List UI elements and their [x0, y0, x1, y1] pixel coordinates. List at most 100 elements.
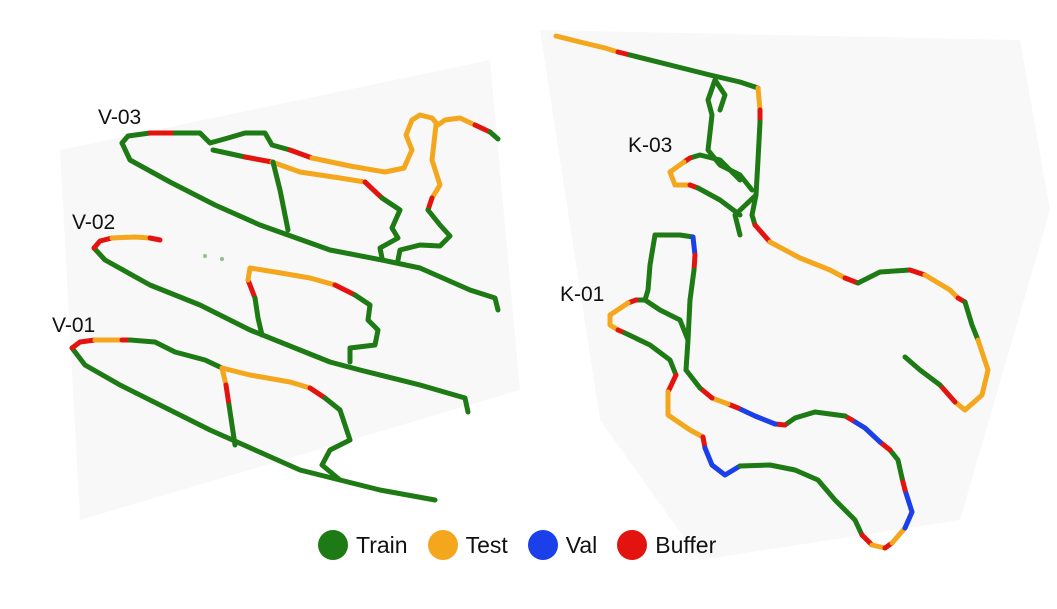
track-test: [755, 85, 763, 113]
track-train: [887, 447, 905, 481]
route-k03: [553, 33, 991, 413]
test-swatch: [427, 530, 458, 560]
route-label-v01: V-01: [52, 314, 95, 337]
legend-item-val: Val: [527, 530, 598, 560]
legend: Train Test Val Buffer: [318, 530, 736, 560]
track-val: [735, 405, 778, 427]
track-val: [702, 445, 743, 478]
track-test: [767, 239, 848, 281]
track-train: [622, 330, 679, 378]
track-test: [219, 365, 313, 391]
track-buffer: [287, 147, 315, 161]
legend-label-buffer: Buffer: [655, 531, 717, 558]
track-train: [732, 192, 759, 238]
track-buffer: [937, 382, 958, 405]
track-train: [962, 299, 981, 343]
track-train: [782, 409, 848, 428]
legend-item-test: Test: [427, 530, 508, 560]
track-train: [855, 267, 913, 286]
track-buffer: [907, 267, 928, 278]
route-v03: [119, 112, 501, 313]
route-v01: [69, 337, 438, 503]
track-train-dot: [203, 254, 207, 258]
buffer-swatch: [617, 530, 648, 560]
track-train: [627, 52, 761, 91]
track-test: [922, 272, 961, 301]
track-train: [252, 295, 265, 338]
track-test: [607, 300, 631, 333]
val-swatch: [527, 530, 558, 560]
route-label-v02: V-02: [72, 211, 115, 234]
track-test: [429, 122, 443, 201]
track-test: [401, 112, 478, 171]
track-buffer: [91, 235, 115, 251]
track-train-dot: [220, 257, 224, 261]
track-train: [683, 267, 697, 373]
track-buffer: [332, 282, 358, 298]
track-buffer: [242, 154, 275, 165]
route-label-k01: K-01: [560, 283, 604, 306]
track-train: [487, 129, 501, 142]
track-buffer: [472, 122, 493, 135]
track-train: [687, 152, 743, 183]
track-train: [902, 354, 943, 388]
left-map-panel: [60, 60, 520, 520]
track-train: [319, 395, 353, 483]
track-test: [245, 265, 338, 288]
track-test: [665, 389, 706, 440]
track-train: [91, 245, 471, 415]
track-val: [902, 487, 915, 531]
track-train: [712, 77, 728, 113]
track-train: [377, 195, 403, 261]
track-test: [269, 159, 368, 185]
track-buffer: [147, 235, 163, 243]
route-label-k03: K-03: [628, 134, 672, 157]
track-train: [642, 232, 658, 303]
track-train: [172, 130, 293, 153]
track-val: [690, 234, 698, 258]
track-train: [395, 207, 453, 263]
track-test: [889, 525, 908, 546]
track-buffer: [752, 222, 773, 245]
track-train: [347, 292, 381, 365]
track-buffer: [691, 252, 698, 273]
track-train: [642, 297, 691, 343]
track-train: [119, 130, 153, 146]
track-train: [695, 185, 743, 218]
track-test: [309, 155, 407, 175]
track-train: [210, 147, 248, 160]
track-test: [952, 337, 991, 413]
legend-label-val: Val: [565, 531, 598, 558]
track-train: [705, 77, 755, 193]
track-train: [683, 367, 703, 391]
track-buffer: [245, 277, 258, 301]
track-buffer: [69, 337, 98, 351]
route-v02: [91, 234, 471, 415]
track-train: [127, 337, 225, 371]
legend-label-train: Train: [356, 531, 408, 558]
track-train: [119, 140, 501, 313]
right-map-panel: [540, 30, 1050, 560]
track-test: [553, 33, 621, 55]
track-train: [652, 232, 696, 240]
track-train: [226, 402, 238, 448]
track-buffer: [307, 385, 328, 401]
route-k01: [607, 232, 915, 551]
legend-item-train: Train: [318, 530, 408, 560]
track-buffer: [223, 382, 232, 408]
track-buffer: [697, 385, 715, 401]
track-test: [667, 159, 693, 188]
legend-item-buffer: Buffer: [617, 530, 716, 560]
track-test: [109, 234, 153, 241]
track-train: [270, 159, 291, 233]
track-buffer: [665, 372, 679, 395]
legend-label-test: Test: [465, 531, 508, 558]
track-val: [849, 417, 883, 445]
train-swatch: [318, 530, 348, 560]
track-buffer: [362, 179, 385, 201]
track-test: [709, 395, 731, 407]
track-test: [219, 365, 229, 388]
track-train: [737, 462, 865, 538]
route-label-v03: V-03: [98, 106, 141, 129]
